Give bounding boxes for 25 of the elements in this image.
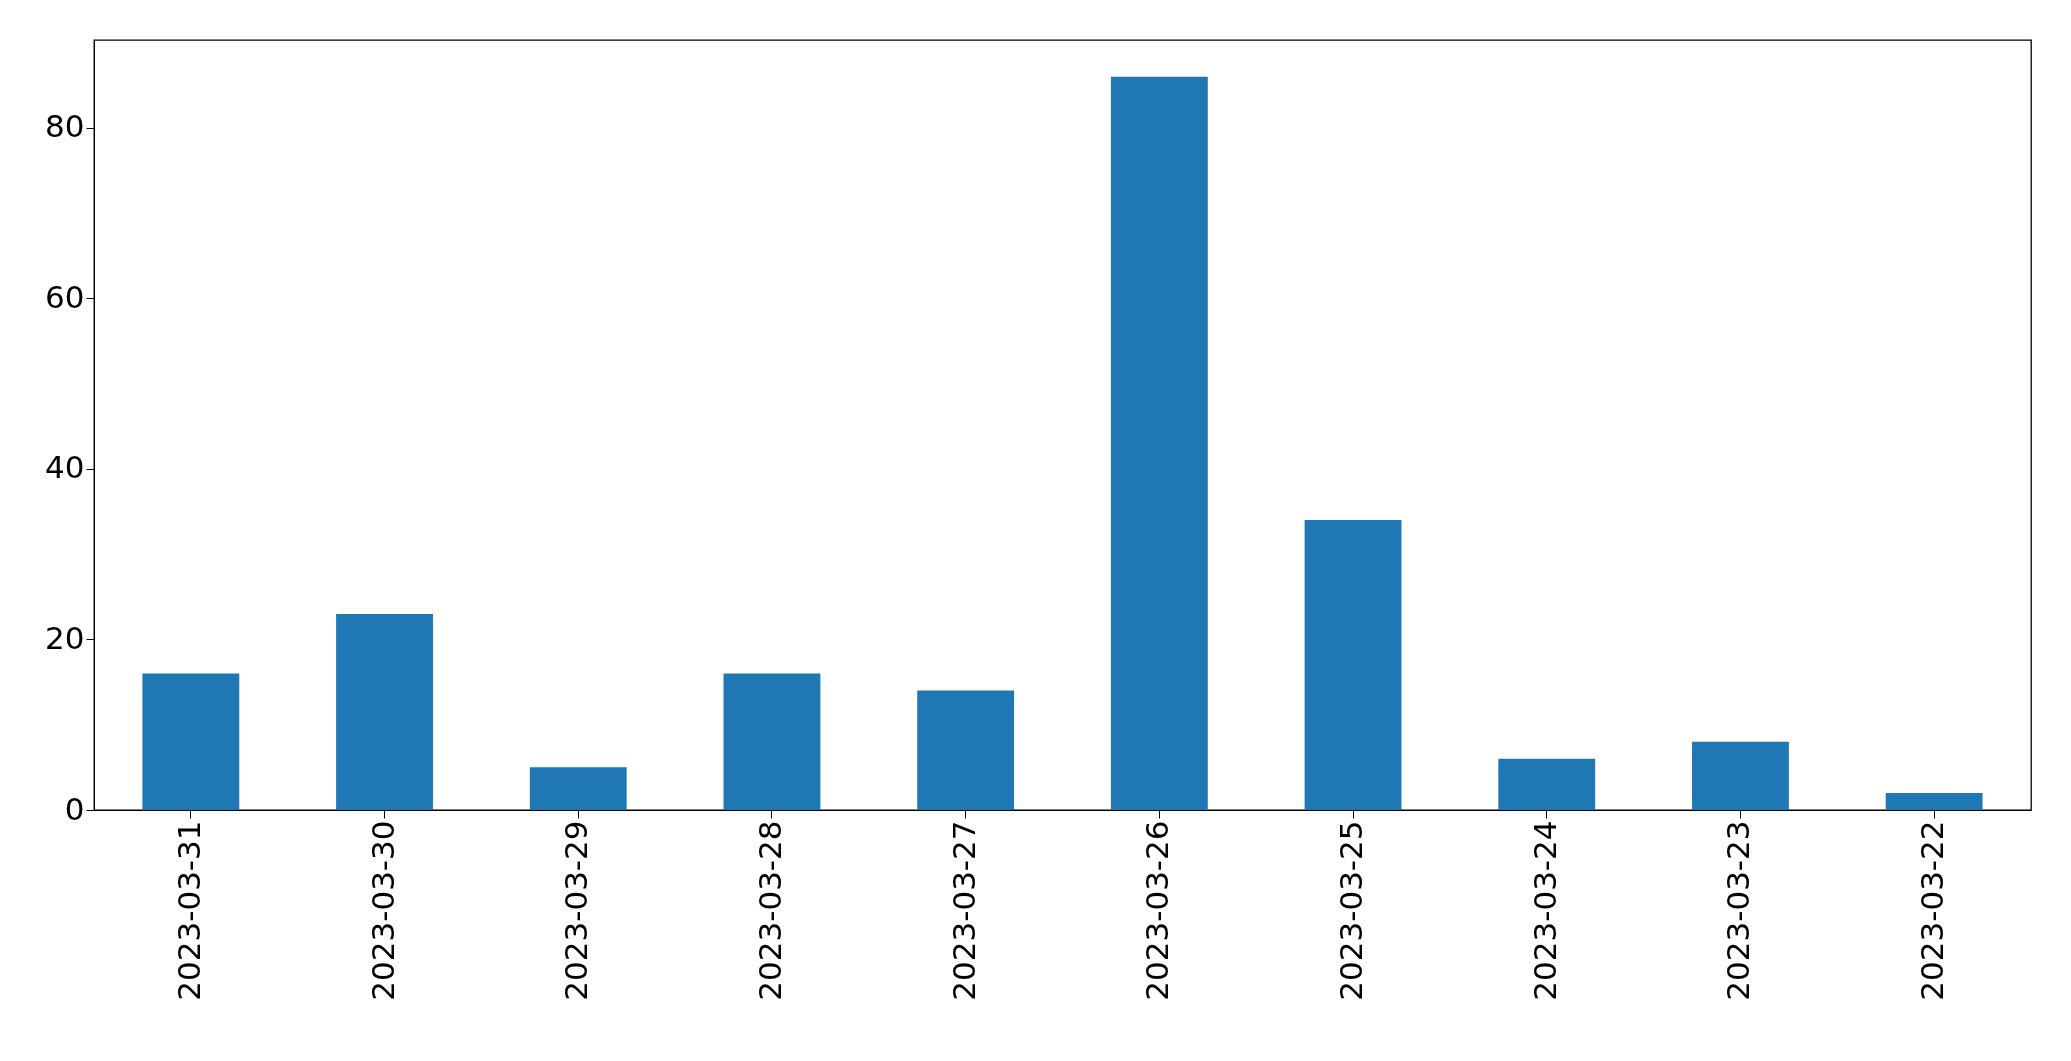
x-tick-label: 2023-03-25 <box>1333 820 1370 1001</box>
x-tick-label: 2023-03-30 <box>364 820 401 1001</box>
y-tick-label: 40 <box>45 449 85 486</box>
bar <box>1110 76 1208 810</box>
x-tick-label: 2023-03-28 <box>751 820 788 1001</box>
bar <box>917 690 1015 810</box>
x-tick-label: 2023-03-27 <box>945 820 982 1001</box>
bar <box>529 767 627 810</box>
bar <box>1885 792 1983 810</box>
x-tick-label: 2023-03-29 <box>558 820 595 1001</box>
bar <box>142 673 240 810</box>
y-tick-label: 20 <box>45 619 85 656</box>
bar <box>1304 520 1402 810</box>
x-tick-label: 2023-03-26 <box>1139 820 1176 1001</box>
x-tick-label: 2023-03-22 <box>1914 820 1951 1001</box>
y-tick-label: 80 <box>45 108 85 145</box>
bar <box>1498 758 1596 810</box>
x-tick-label: 2023-03-24 <box>1526 820 1563 1001</box>
y-tick-label: 0 <box>64 790 85 827</box>
y-tick-label: 60 <box>45 278 85 315</box>
x-tick-label: 2023-03-23 <box>1720 820 1757 1001</box>
bar <box>723 673 821 810</box>
bar <box>1692 741 1789 810</box>
x-tick-label: 2023-03-31 <box>170 820 207 1001</box>
bar <box>336 613 433 810</box>
